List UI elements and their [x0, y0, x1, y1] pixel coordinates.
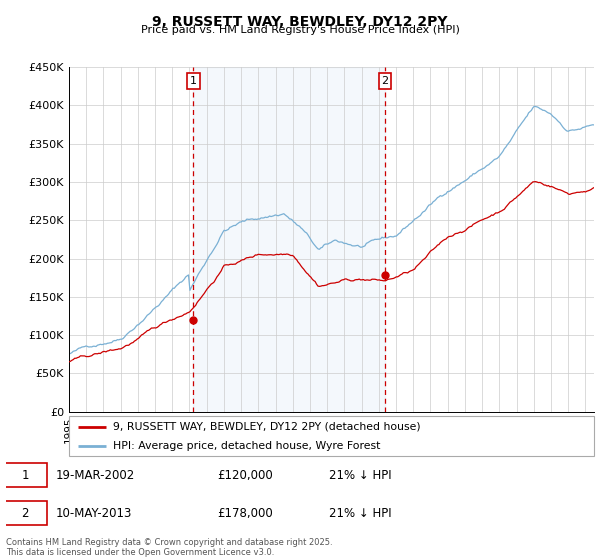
Text: 19-MAR-2002: 19-MAR-2002 — [56, 469, 135, 482]
Text: 21% ↓ HPI: 21% ↓ HPI — [329, 469, 392, 482]
Text: 2: 2 — [22, 507, 29, 520]
FancyBboxPatch shape — [3, 464, 47, 487]
Text: 9, RUSSETT WAY, BEWDLEY, DY12 2PY (detached house): 9, RUSSETT WAY, BEWDLEY, DY12 2PY (detac… — [113, 422, 420, 432]
Text: £120,000: £120,000 — [218, 469, 274, 482]
Text: Contains HM Land Registry data © Crown copyright and database right 2025.
This d: Contains HM Land Registry data © Crown c… — [6, 538, 332, 557]
FancyBboxPatch shape — [3, 501, 47, 525]
Text: 1: 1 — [22, 469, 29, 482]
Text: Price paid vs. HM Land Registry's House Price Index (HPI): Price paid vs. HM Land Registry's House … — [140, 25, 460, 35]
Text: HPI: Average price, detached house, Wyre Forest: HPI: Average price, detached house, Wyre… — [113, 441, 380, 450]
Text: 2: 2 — [382, 76, 389, 86]
Text: 9, RUSSETT WAY, BEWDLEY, DY12 2PY: 9, RUSSETT WAY, BEWDLEY, DY12 2PY — [152, 15, 448, 29]
Text: £178,000: £178,000 — [218, 507, 274, 520]
Text: 1: 1 — [190, 76, 197, 86]
Text: 10-MAY-2013: 10-MAY-2013 — [56, 507, 133, 520]
FancyBboxPatch shape — [69, 416, 594, 456]
Bar — [193, 67, 385, 412]
Text: 21% ↓ HPI: 21% ↓ HPI — [329, 507, 392, 520]
